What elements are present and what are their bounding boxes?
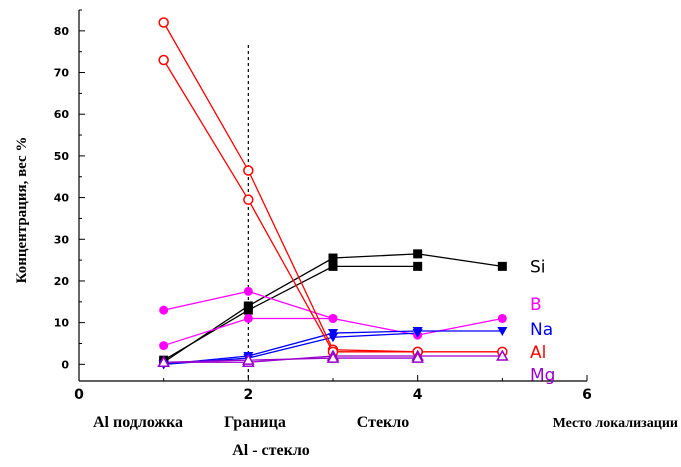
marker-triangle-down	[328, 333, 338, 343]
marker-circle-open	[158, 54, 169, 66]
marker-triangle-down	[497, 326, 508, 336]
marker-circle-filled	[243, 313, 253, 323]
lines-layer	[163, 22, 503, 365]
region-label-substrate: Al подложка	[93, 414, 183, 431]
y-tick-label: 20	[54, 275, 70, 288]
series-line-si	[163, 265, 418, 361]
marker-triangle-open	[326, 351, 340, 363]
y-tick-label: 70	[54, 67, 70, 80]
marker-triangle-open	[411, 351, 424, 363]
y-tick-label: 0	[61, 358, 69, 371]
marker-square	[413, 249, 423, 259]
legend-label-na: Na	[530, 320, 553, 340]
legend-label-b: B	[530, 295, 542, 315]
marker-circle-filled	[328, 313, 338, 323]
marker-triangle-open	[157, 355, 170, 367]
marker-square	[497, 261, 507, 271]
marker-circle-open	[243, 165, 254, 176]
region-label-glass: Стекло	[357, 414, 410, 431]
y-tick-label: 10	[54, 317, 70, 330]
marker-square	[413, 261, 423, 271]
marker-square	[243, 301, 253, 311]
marker-triangle-down	[412, 329, 423, 339]
legend-label-al: Al	[530, 343, 546, 363]
marker-square	[328, 253, 338, 263]
axes-layer: 0 10 20 30 40 50 60 70 80 0 2 4 6	[54, 9, 592, 403]
marker-circle-filled	[159, 341, 169, 351]
marker-circle-open	[243, 194, 254, 205]
region-label-boundary-sub: Al - стекло	[232, 442, 310, 459]
legend-label-si: Si	[530, 257, 546, 277]
y-axis-title: Концентрация, вес %	[14, 137, 30, 284]
region-label-boundary: Граница	[224, 414, 286, 431]
series-line-mg	[163, 357, 418, 363]
series-line-al	[163, 59, 418, 353]
marker-circle-filled	[159, 305, 169, 315]
y-tick-label: 80	[54, 25, 70, 38]
legend-layer: Si B Na Al Mg	[530, 257, 555, 385]
x-tick-label: 6	[582, 387, 592, 403]
markers-layer	[157, 17, 509, 370]
marker-triangle-open	[496, 349, 509, 361]
x-tick-label: 2	[243, 387, 253, 403]
y-tick-label: 30	[54, 233, 70, 246]
x-tick-label: 4	[413, 387, 423, 403]
x-axis-title: Место локализации	[553, 416, 678, 431]
y-tick-label: 40	[54, 192, 70, 205]
legend-label-mg: Mg	[530, 366, 555, 386]
marker-circle-filled	[497, 313, 507, 323]
marker-triangle-open	[242, 353, 255, 365]
labels-layer: Место локализации Концентрация, вес % Al…	[14, 137, 678, 459]
marker-square	[328, 261, 338, 271]
y-tick-label: 60	[54, 108, 70, 121]
marker-circle-filled	[243, 286, 253, 296]
marker-circle-open	[158, 17, 169, 28]
y-tick-label: 50	[54, 150, 70, 163]
x-tick-label: 0	[74, 387, 84, 403]
series-line-al	[163, 22, 503, 353]
